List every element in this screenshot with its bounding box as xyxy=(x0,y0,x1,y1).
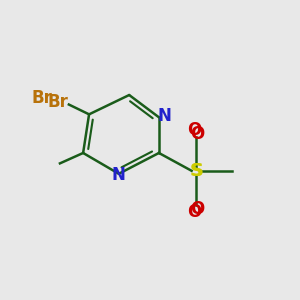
Text: N: N xyxy=(112,166,126,184)
Text: S: S xyxy=(191,162,204,180)
Text: O: O xyxy=(188,122,202,140)
Text: N: N xyxy=(157,107,171,125)
Text: S: S xyxy=(190,162,202,180)
Text: O: O xyxy=(190,125,205,143)
Text: Br: Br xyxy=(47,93,68,111)
Text: O: O xyxy=(188,203,202,221)
Text: O: O xyxy=(190,200,205,218)
Text: Br: Br xyxy=(32,89,53,107)
